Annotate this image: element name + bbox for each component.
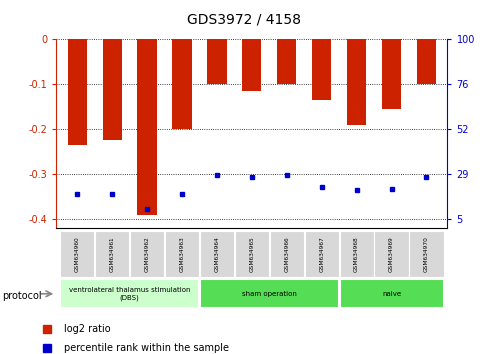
- FancyBboxPatch shape: [339, 230, 373, 278]
- FancyBboxPatch shape: [234, 230, 268, 278]
- Bar: [242, 39, 261, 91]
- Text: GSM634970: GSM634970: [423, 236, 428, 272]
- FancyBboxPatch shape: [164, 230, 199, 278]
- FancyBboxPatch shape: [269, 230, 303, 278]
- FancyBboxPatch shape: [95, 230, 129, 278]
- Text: GSM634963: GSM634963: [179, 236, 184, 272]
- Bar: [311, 39, 330, 100]
- Text: GSM634969: GSM634969: [388, 236, 393, 272]
- Text: GDS3972 / 4158: GDS3972 / 4158: [187, 12, 301, 27]
- Bar: [137, 39, 156, 215]
- FancyBboxPatch shape: [200, 230, 234, 278]
- Text: GSM634965: GSM634965: [249, 236, 254, 272]
- Text: GSM634962: GSM634962: [144, 236, 149, 272]
- Bar: [277, 39, 296, 84]
- FancyBboxPatch shape: [200, 280, 338, 308]
- Bar: [416, 39, 435, 84]
- Text: naive: naive: [381, 291, 400, 297]
- FancyBboxPatch shape: [130, 230, 164, 278]
- Bar: [102, 39, 122, 141]
- Text: ventrolateral thalamus stimulation
(DBS): ventrolateral thalamus stimulation (DBS): [69, 287, 190, 301]
- Text: GSM634964: GSM634964: [214, 236, 219, 272]
- Text: sham operation: sham operation: [242, 291, 296, 297]
- Text: GSM634960: GSM634960: [75, 236, 80, 272]
- FancyBboxPatch shape: [304, 230, 338, 278]
- FancyBboxPatch shape: [408, 230, 443, 278]
- Text: GSM634967: GSM634967: [319, 236, 324, 272]
- Bar: [67, 39, 87, 145]
- FancyBboxPatch shape: [374, 230, 408, 278]
- Text: GSM634966: GSM634966: [284, 236, 289, 272]
- FancyBboxPatch shape: [339, 280, 443, 308]
- Bar: [346, 39, 366, 125]
- Text: GSM634968: GSM634968: [353, 236, 358, 272]
- Bar: [172, 39, 191, 129]
- Text: percentile rank within the sample: percentile rank within the sample: [64, 343, 228, 353]
- Text: GSM634961: GSM634961: [109, 236, 114, 272]
- Bar: [381, 39, 400, 109]
- FancyBboxPatch shape: [60, 230, 94, 278]
- FancyBboxPatch shape: [60, 280, 199, 308]
- Bar: [207, 39, 226, 84]
- Text: protocol: protocol: [2, 291, 42, 301]
- Text: log2 ratio: log2 ratio: [64, 324, 110, 334]
